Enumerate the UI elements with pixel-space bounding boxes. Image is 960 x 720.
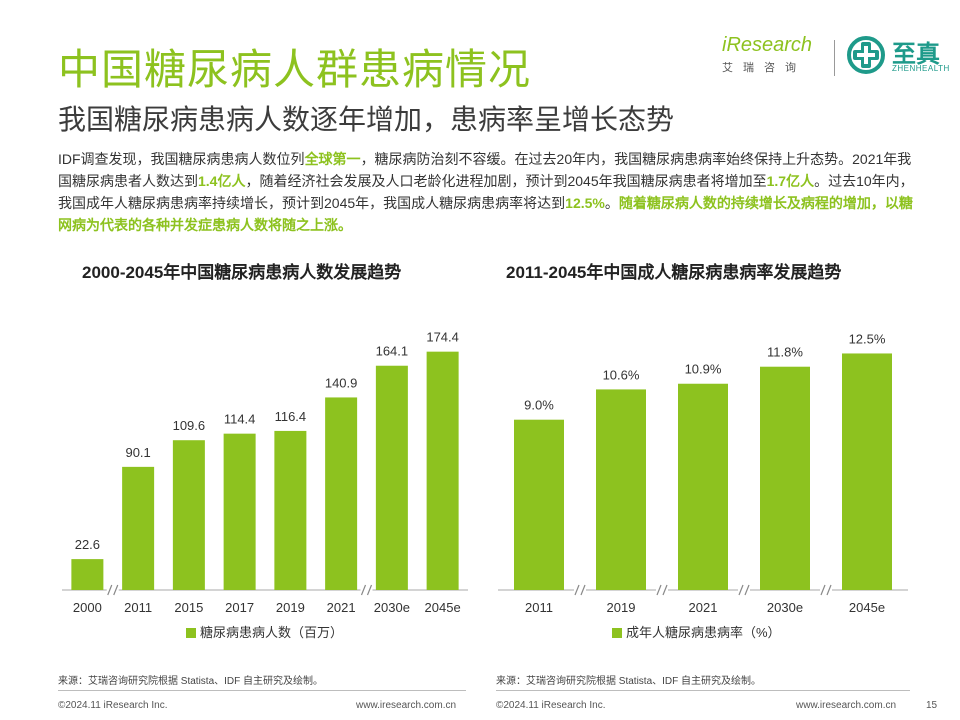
axis-break-mark-patients xyxy=(113,584,119,596)
intro-text: ，随着经济社会发展及人口老龄化进程加剧，预计到2045年我国糖尿病患者将增加至 xyxy=(245,173,767,189)
axis-break-gap-patients xyxy=(106,585,119,595)
axis-break-mark-prevalence xyxy=(826,584,832,596)
axis-break-mark-prevalence xyxy=(662,584,668,596)
axis-break-mark-prevalence xyxy=(574,584,580,596)
data-label-patients-2045e: 174.4 xyxy=(426,330,459,345)
source-note: 来源：艾瑞咨询研究院根据 Statista、IDF 自主研究及绘制。 xyxy=(58,676,324,687)
axis-break-gap-patients xyxy=(360,585,373,595)
axis-break-mark-patients xyxy=(107,584,113,596)
data-label-patients-2030e: 164.1 xyxy=(376,344,409,359)
logo-divider xyxy=(834,40,835,76)
bar-patients-2011 xyxy=(122,466,155,590)
iresearch-logo-subtext: 艾瑞咨询 xyxy=(722,62,806,74)
intro-text: ，糖尿病防治刻不容缓。在过去20年内，我国糖尿病患病率始终保持上升态势。2021… xyxy=(58,151,912,189)
bar-patients-2000 xyxy=(71,559,104,590)
axis-break-mark-prevalence xyxy=(820,584,826,596)
data-label-patients-2015: 109.6 xyxy=(173,418,206,433)
axis-break-mark-patients xyxy=(360,584,367,596)
axis-break-gap-prevalence xyxy=(738,585,750,595)
data-label-patients-2021: 140.9 xyxy=(325,375,358,390)
highlight-text: 1.7亿人 xyxy=(766,173,815,189)
legend-swatch-prevalence xyxy=(612,628,622,638)
copyright-text: ©2024.11 iResearch Inc. xyxy=(58,700,168,711)
bar-patients-2015 xyxy=(172,440,205,590)
data-label-prevalence-2019: 10.6% xyxy=(603,367,640,382)
footer-divider xyxy=(496,690,910,691)
bar-patients-2017 xyxy=(223,433,256,590)
axis-break-gap-prevalence xyxy=(820,585,832,595)
highlight-text: 1.4亿人 xyxy=(198,173,246,189)
intro-paragraph: IDF调查发现，我国糖尿病患病人数位列全球第一，糖尿病防治刻不容缓。在过去20年… xyxy=(58,148,920,236)
x-tick-label-prevalence-2021: 2021 xyxy=(689,600,718,615)
x-tick-label-patients-2045e: 2045e xyxy=(425,600,461,615)
website-text: www.iresearch.com.cn xyxy=(796,700,897,711)
page-title: 中国糖尿病人群患病情况 xyxy=(58,46,532,93)
axis-break-mark-patients xyxy=(366,584,373,596)
zhenhealth-cross-icon xyxy=(847,36,885,74)
axis-break-mark-prevalence xyxy=(744,584,750,596)
page-number: 15 xyxy=(926,700,938,711)
x-tick-label-prevalence-2011: 2011 xyxy=(525,600,553,615)
x-tick-label-patients-2011: 2011 xyxy=(124,600,152,615)
zhenhealth-logo: 至真 ZHENHEALTH xyxy=(846,34,956,80)
data-label-patients-2019: 116.4 xyxy=(275,409,307,424)
x-tick-label-prevalence-2019: 2019 xyxy=(607,600,636,615)
axis-break-gap-prevalence xyxy=(574,585,586,595)
chart-title-patients: 2000-2045年中国糖尿病患病人数发展趋势 xyxy=(82,263,402,282)
website-text: www.iresearch.com.cn xyxy=(356,700,457,711)
highlight-text: 全球第一 xyxy=(304,151,361,167)
x-tick-label-patients-2021: 2021 xyxy=(327,600,356,615)
data-label-prevalence-2021: 10.9% xyxy=(685,362,722,377)
data-label-prevalence-2030e: 11.8% xyxy=(767,345,803,360)
bar-prevalence-2011 xyxy=(514,419,564,590)
data-label-patients-2011: 90.1 xyxy=(125,445,150,460)
footer-divider xyxy=(58,690,466,691)
bar-patients-2045e xyxy=(426,351,459,590)
bar-patients-2019 xyxy=(274,430,307,590)
x-tick-label-patients-2030e: 2030e xyxy=(374,600,410,615)
chart-title-prevalence: 2011-2045年中国成人糖尿病患病率发展趋势 xyxy=(506,263,842,282)
bar-prevalence-2030e xyxy=(760,366,810,590)
x-tick-label-patients-2017: 2017 xyxy=(225,600,254,615)
intro-text: IDF调查发现，我国糖尿病患病人数位列 xyxy=(58,151,305,167)
page-subtitle: 我国糖尿病患病人数逐年增加，患病率呈增长态势 xyxy=(58,104,675,135)
bar-prevalence-2019 xyxy=(596,389,646,590)
axis-break-mark-prevalence xyxy=(738,584,744,596)
bar-prevalence-2021 xyxy=(678,383,728,590)
zhenhealth-logo-en: ZHENHEALTH xyxy=(892,64,950,73)
copyright-text: ©2024.11 iResearch Inc. xyxy=(496,700,606,711)
intro-text: 。 xyxy=(604,195,619,211)
legend-swatch-patients xyxy=(186,628,196,638)
legend-label-patients: 糖尿病患病人数（百万） xyxy=(200,625,343,640)
iresearch-logo: iResearch 艾瑞咨询 xyxy=(722,34,822,75)
legend-label-prevalence: 成年人糖尿病患病率（%） xyxy=(626,625,781,640)
data-label-patients-2017: 114.4 xyxy=(224,412,256,427)
data-label-prevalence-2011: 9.0% xyxy=(524,398,554,413)
bar-prevalence-2045e xyxy=(842,353,892,590)
axis-break-mark-prevalence xyxy=(580,584,586,596)
source-note: 来源：艾瑞咨询研究院根据 Statista、IDF 自主研究及绘制。 xyxy=(496,676,762,687)
data-label-prevalence-2045e: 12.5% xyxy=(849,331,886,346)
x-tick-label-patients-2019: 2019 xyxy=(276,600,305,615)
data-label-patients-2000: 22.6 xyxy=(75,537,100,552)
axis-break-mark-prevalence xyxy=(656,584,662,596)
highlight-text: 12.5% xyxy=(565,195,605,211)
iresearch-logo-text: iResearch xyxy=(722,34,813,56)
x-tick-label-patients-2015: 2015 xyxy=(174,600,203,615)
x-tick-label-prevalence-2045e: 2045e xyxy=(849,600,885,615)
bar-patients-2030e xyxy=(375,365,408,590)
highlight-text: 随着糖尿病人数的持续增长及病程的增加，以糖网病为代表的各种并发症患病人数将随之上… xyxy=(58,195,913,233)
x-tick-label-patients-2000: 2000 xyxy=(73,600,102,615)
zhenhealth-logo-name: 至真 xyxy=(892,41,940,68)
axis-break-gap-prevalence xyxy=(656,585,668,595)
intro-text: 。过去10年内，我国成年人糖尿病患病率持续增长，预计到2045年，我国成人糖尿病… xyxy=(58,173,914,211)
bar-patients-2021 xyxy=(325,397,358,590)
x-tick-label-prevalence-2030e: 2030e xyxy=(767,600,803,615)
